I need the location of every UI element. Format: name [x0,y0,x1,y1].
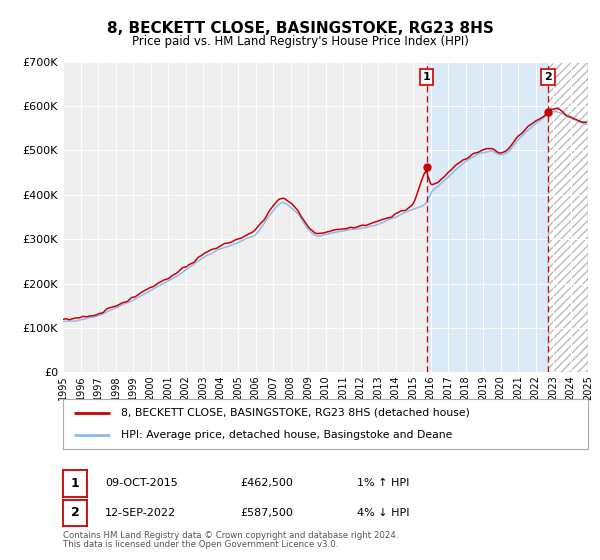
Text: HPI: Average price, detached house, Basingstoke and Deane: HPI: Average price, detached house, Basi… [121,430,452,440]
Text: £462,500: £462,500 [240,478,293,488]
Text: 8, BECKETT CLOSE, BASINGSTOKE, RG23 8HS (detached house): 8, BECKETT CLOSE, BASINGSTOKE, RG23 8HS … [121,408,470,418]
Text: Contains HM Land Registry data © Crown copyright and database right 2024.: Contains HM Land Registry data © Crown c… [63,531,398,540]
Text: 2: 2 [544,72,552,82]
Text: 12-SEP-2022: 12-SEP-2022 [105,508,176,518]
Text: 8, BECKETT CLOSE, BASINGSTOKE, RG23 8HS: 8, BECKETT CLOSE, BASINGSTOKE, RG23 8HS [107,21,493,36]
Text: 4% ↓ HPI: 4% ↓ HPI [357,508,409,518]
Text: 1: 1 [71,477,79,490]
Text: 2: 2 [71,506,79,520]
Text: 09-OCT-2015: 09-OCT-2015 [105,478,178,488]
Text: £587,500: £587,500 [240,508,293,518]
Text: Price paid vs. HM Land Registry's House Price Index (HPI): Price paid vs. HM Land Registry's House … [131,35,469,48]
Text: 1: 1 [423,72,431,82]
Bar [548,62,588,372]
Text: This data is licensed under the Open Government Licence v3.0.: This data is licensed under the Open Gov… [63,540,338,549]
Bar [427,62,548,372]
Text: 1% ↑ HPI: 1% ↑ HPI [357,478,409,488]
